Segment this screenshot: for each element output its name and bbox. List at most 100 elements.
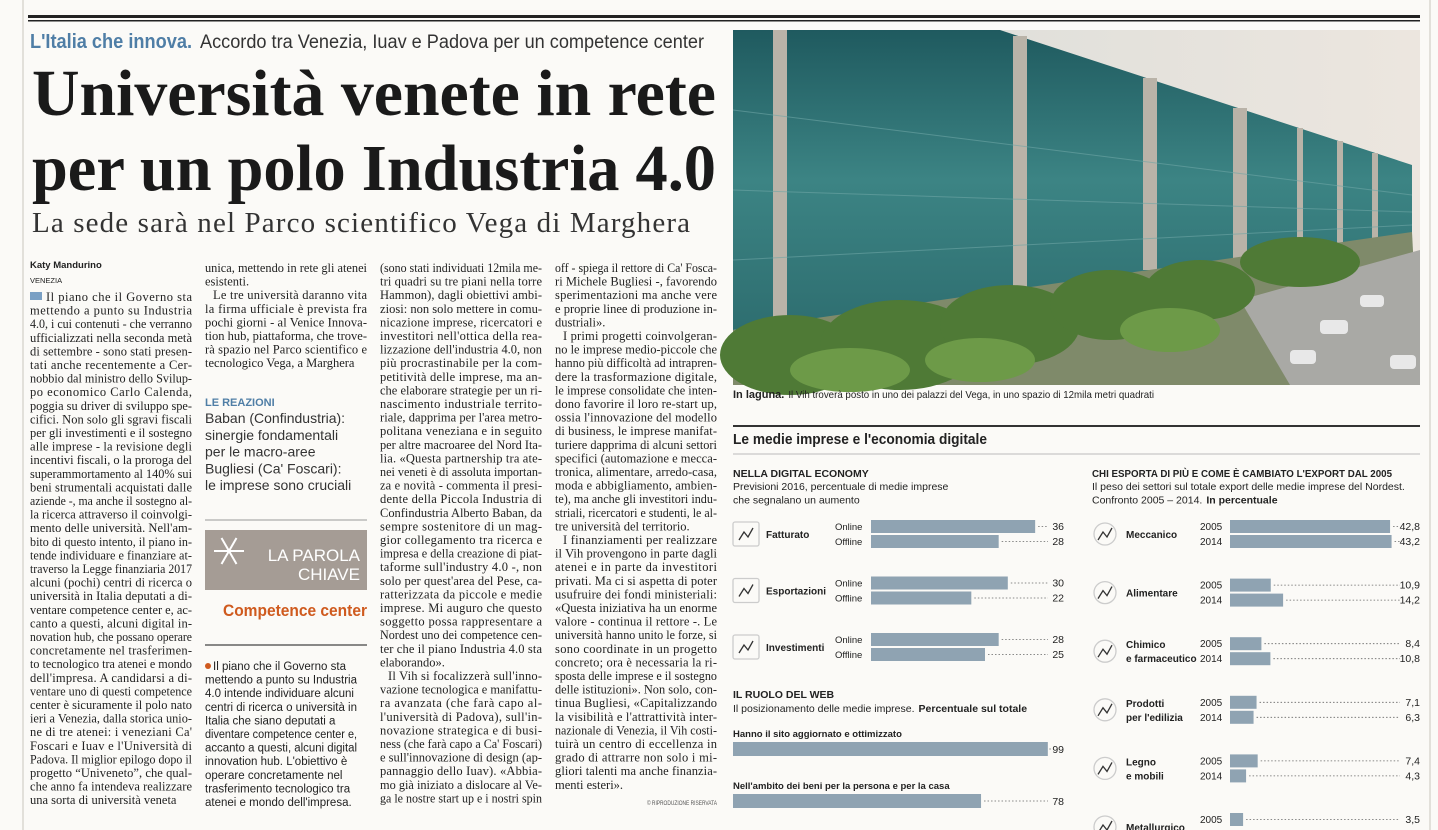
article-line: dell'impresa. A candidarsi a di- (30, 671, 192, 685)
article-line: canto a questi, alcuni digital in- (30, 616, 192, 630)
keyword-term: Competence center (223, 601, 367, 620)
article-line: ossia l'innovazione del modello (555, 411, 717, 425)
article-line: novation hub, che possano operare (30, 630, 192, 644)
article-line: e sull'innovazione di design (ap- (380, 751, 542, 765)
article-line: politana veneziana e in seguito (380, 424, 542, 438)
value-label: 10,9 (1400, 580, 1421, 592)
channel-label: Online (835, 579, 862, 590)
article-line: usufruire dei fondi ministeriali: (555, 587, 717, 601)
bar (871, 535, 999, 548)
paragraph-marker (30, 292, 42, 300)
article-line: alcuni (pochi) centri di ricerca o (30, 576, 192, 590)
bar (733, 794, 982, 808)
sector-icon (1093, 580, 1117, 605)
bar (871, 633, 999, 646)
bullet (205, 663, 211, 669)
bar (1230, 520, 1391, 533)
byline-place: VENEZIA (30, 276, 62, 285)
article-line: nobbio dal ministro dello Svilup- (30, 372, 192, 386)
article-line: grado di attrarre non solo i mi- (555, 751, 717, 765)
article-line: tinua Bugliesi, «Capitalizzando (555, 696, 717, 710)
value-label: 25 (1052, 649, 1064, 661)
article-line: delle istituzioni». Non solo, con- (555, 683, 717, 697)
top-rule (28, 15, 1420, 18)
article-line: e proprie linee di produzione in- (555, 302, 717, 316)
channel-label: Offline (835, 594, 862, 605)
sector-icon (1093, 756, 1117, 781)
bar (1230, 769, 1247, 783)
byline-author: Katy Mandurino (30, 260, 102, 271)
headline: per un polo Industria 4.0 (32, 132, 716, 205)
sector-icon (1093, 815, 1117, 830)
photo (720, 30, 1420, 395)
article-line: ter che il piano Industria 4.0 sta (380, 642, 542, 656)
sector-label: Chimico (1126, 640, 1165, 651)
row-label: Nell'ambito dei beni per la persona e pe… (733, 781, 950, 792)
article-line: I finanziamenti per realizzare (563, 533, 717, 547)
article-line: unica, mettendo in rete gli atenei (205, 261, 368, 275)
chart-subtitle: Il posizionamento delle medie imprese. (733, 703, 915, 715)
article-line: mo già iniziato a dislocare al Ve- (380, 778, 542, 792)
channel-label: Offline (835, 650, 862, 661)
channel-label: Online (835, 522, 862, 533)
article-line: di business, le imprese manifat- (555, 424, 717, 438)
sector-icon (732, 577, 760, 604)
article-line: ventare uno di questi competence (30, 684, 192, 698)
value-label: 43,2 (1400, 536, 1421, 548)
article-line: esistenti. (205, 275, 249, 289)
article-line: specifici (automazione e mecca- (555, 451, 717, 465)
article-line: dono favorire il loro re-start up, (555, 397, 717, 411)
reaction-line: sinergie fondamentali (205, 427, 338, 443)
article-line: menti esteri». (555, 778, 623, 792)
article-line: no le imprese medio-piccole che (555, 343, 717, 357)
year-label: 2014 (1200, 654, 1223, 665)
value-label: 36 (1052, 521, 1064, 533)
value-label: 78 (1052, 796, 1064, 808)
value-label: 8,4 (1405, 638, 1420, 650)
article-line: dente della Piccola Industria di (380, 492, 543, 506)
article-line: pannaggio dello Iuav). «Abbia- (380, 764, 542, 778)
year-label: 2014 (1200, 537, 1223, 548)
article-line: sempre sostenitore di un mag- (380, 519, 542, 533)
channel-label: Online (835, 635, 862, 646)
article-line: dere la trasformazione digitale, (555, 370, 717, 384)
article-line: 4.0, i cui contenuti - che verranno (30, 317, 192, 331)
article-line: sperimentazioni ma anche vere (555, 288, 717, 302)
keyword-box (205, 530, 367, 590)
article-line: traverso la Legge finanziaria 2017 (30, 562, 192, 576)
article-line: Foscari e Iuav e l'Università di (30, 739, 193, 753)
article-line: ventare competence center e, ac- (30, 603, 192, 617)
article-line: hanno più difficoltà ad intrapren- (555, 356, 717, 370)
article-line: impresa e della creazione di piat- (380, 547, 542, 561)
bar (733, 742, 1048, 756)
article-line: ratterizzata da piccole e medie (380, 587, 542, 601)
row-label: Fatturato (766, 530, 809, 541)
value-label: 10,8 (1400, 653, 1421, 665)
row-label: Investimenti (766, 643, 825, 654)
headline: Università venete in rete (32, 57, 716, 130)
keyword-line: mettendo a punto su Industria (205, 675, 358, 687)
sector-label: e farmaceutico (1126, 654, 1197, 665)
article-line: tri quadri su tre piani nella torre (380, 275, 542, 289)
sector-label: Legno (1126, 757, 1156, 768)
year-label: 2005 (1200, 522, 1223, 533)
article-line: tion hub, piattaforma, che trove- (205, 329, 367, 343)
article-line: per gli investimenti e il sostegno (30, 426, 192, 440)
article-line: imprese. Mi auguro che questo (380, 601, 542, 615)
article-line: investitori nell'ottica della rea- (380, 329, 542, 343)
article-line: (sono stati individuati 12mila me- (380, 261, 542, 275)
keyword-line: Italia che siano deputati a (205, 715, 336, 727)
article-line: novazione strategica e di busi- (380, 723, 542, 737)
value-label: 14,2 (1400, 595, 1421, 607)
value-label: 7,4 (1405, 755, 1420, 767)
article-line: università in Italia deputati a di- (30, 589, 192, 603)
article-line: concretamente nel trasferimen- (30, 644, 192, 658)
article-line: nascimento industriale territo- (380, 397, 542, 411)
article-line: moda e abbigliamento, ambien- (555, 479, 717, 493)
year-label: 2005 (1200, 639, 1223, 650)
reaction-line: le imprese sono cruciali (205, 477, 351, 493)
reaction-line: Bugliesi (Ca' Foscari): (205, 460, 342, 476)
article-line: gliori talenti ma anche finanzia- (555, 764, 717, 778)
row-label: Esportazioni (766, 587, 826, 598)
